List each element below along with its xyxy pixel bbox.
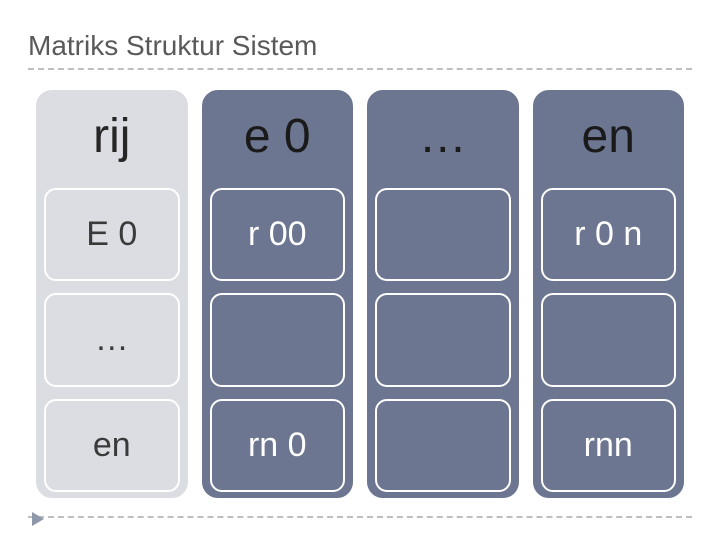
divider-bottom — [28, 516, 692, 518]
matrix-cell: rnn — [541, 399, 677, 492]
matrix-cell-empty — [210, 293, 346, 386]
matrix-cell: en — [44, 399, 180, 492]
matrix-cell-empty — [541, 293, 677, 386]
matrix-table: rij E 0 … en e 0 r 00 rn 0 … en r 0 n rn… — [34, 88, 686, 500]
matrix-cell-empty — [375, 188, 511, 281]
divider-bottom-wrap — [28, 516, 692, 518]
col-header: e 0 — [202, 90, 354, 182]
col-header: rij — [36, 90, 188, 182]
matrix-cell: r 0 n — [541, 188, 677, 281]
bullet-marker-icon — [32, 512, 44, 526]
matrix-col-0: rij E 0 … en — [34, 88, 190, 500]
page-title: Matriks Struktur Sistem — [28, 30, 692, 68]
matrix-col-3: en r 0 n rnn — [531, 88, 687, 500]
matrix-cell: … — [44, 293, 180, 386]
matrix-cell-empty — [375, 399, 511, 492]
matrix-col-1: e 0 r 00 rn 0 — [200, 88, 356, 500]
col-header: … — [367, 90, 519, 182]
col-header: en — [533, 90, 685, 182]
matrix-cell: r 00 — [210, 188, 346, 281]
matrix-cell: rn 0 — [210, 399, 346, 492]
divider-top — [28, 68, 692, 70]
title-block: Matriks Struktur Sistem — [28, 30, 692, 70]
matrix-cell-empty — [375, 293, 511, 386]
matrix-col-2: … — [365, 88, 521, 500]
matrix-cell: E 0 — [44, 188, 180, 281]
